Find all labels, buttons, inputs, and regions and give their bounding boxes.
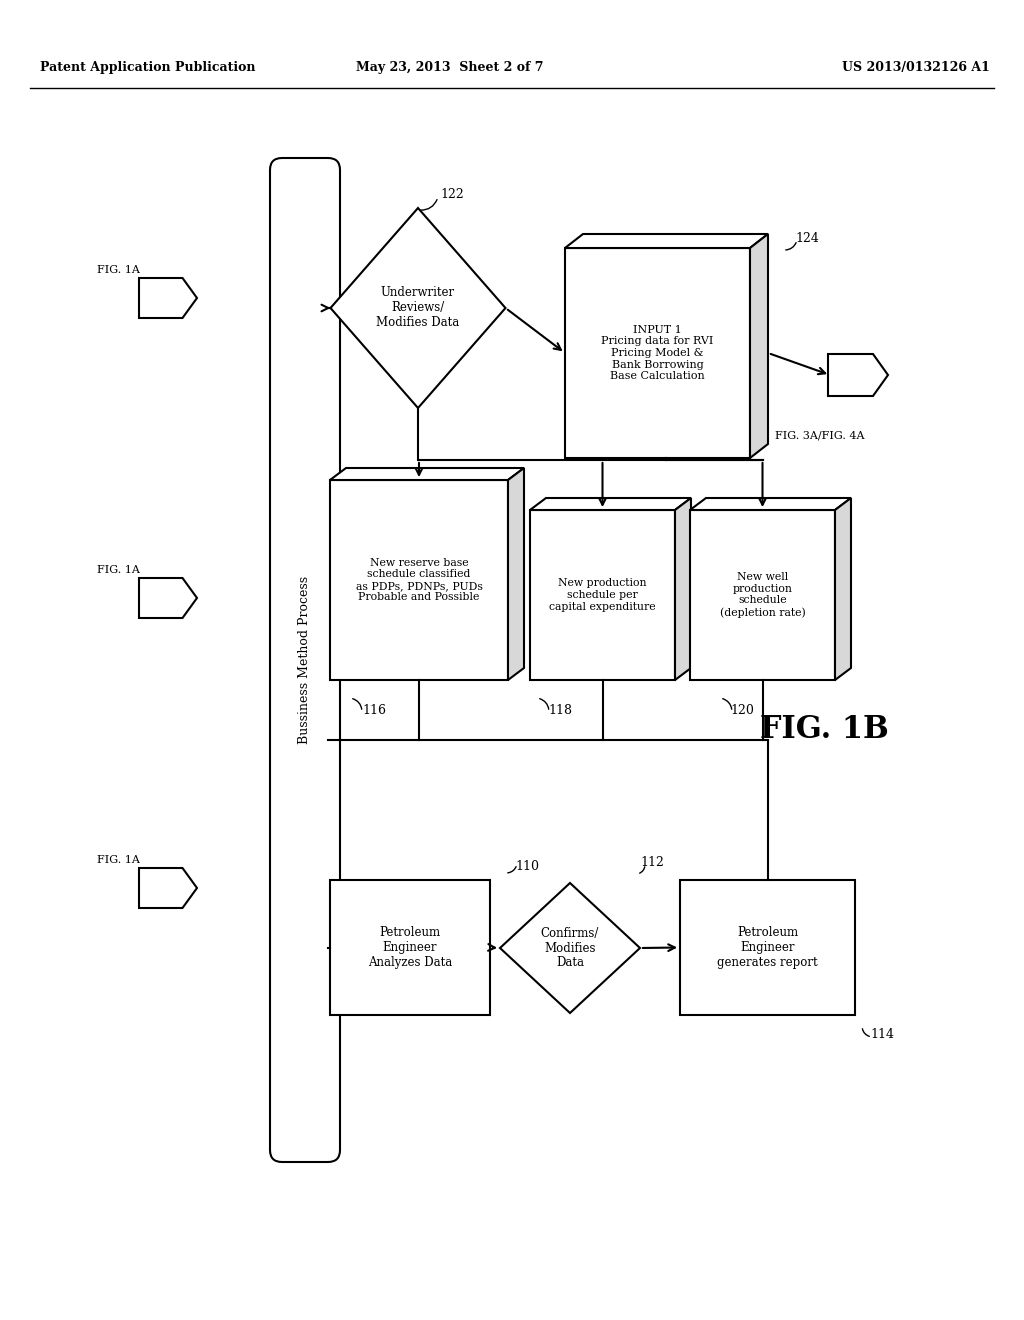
Text: Petroleum
Engineer
Analyzes Data: Petroleum Engineer Analyzes Data <box>368 927 453 969</box>
Text: FIG. 1A: FIG. 1A <box>96 265 139 275</box>
Text: Petroleum
Engineer
generates report: Petroleum Engineer generates report <box>717 927 818 969</box>
Text: FIG. 3A/FIG. 4A: FIG. 3A/FIG. 4A <box>775 430 864 440</box>
Polygon shape <box>530 498 691 510</box>
Text: 116: 116 <box>362 704 386 717</box>
Text: FIG. 1B: FIG. 1B <box>760 714 889 746</box>
Polygon shape <box>331 209 506 408</box>
Bar <box>565 248 750 458</box>
Bar <box>680 880 855 1015</box>
Text: Confirms/
Modifies
Data: Confirms/ Modifies Data <box>541 927 599 969</box>
Text: INPUT 1
Pricing data for RVI
Pricing Model &
Bank Borrowing
Base Calculation: INPUT 1 Pricing data for RVI Pricing Mod… <box>601 325 714 381</box>
Text: 124: 124 <box>795 231 819 244</box>
Text: New well
production
schedule
(depletion rate): New well production schedule (depletion … <box>720 573 805 618</box>
Text: Bussiness Method Process: Bussiness Method Process <box>299 576 311 744</box>
Polygon shape <box>750 234 768 458</box>
Text: FIG. 1A: FIG. 1A <box>96 565 139 576</box>
Text: 118: 118 <box>548 704 572 717</box>
Text: New production
schedule per
capital expenditure: New production schedule per capital expe… <box>549 578 655 611</box>
Text: FIG. 1A: FIG. 1A <box>96 855 139 865</box>
Text: 120: 120 <box>730 704 754 717</box>
Text: 122: 122 <box>440 189 464 202</box>
Polygon shape <box>139 279 197 318</box>
Text: 114: 114 <box>870 1028 894 1041</box>
Polygon shape <box>675 498 691 680</box>
Polygon shape <box>139 869 197 908</box>
Polygon shape <box>828 354 888 396</box>
Text: Underwriter
Reviews/
Modifies Data: Underwriter Reviews/ Modifies Data <box>377 286 460 330</box>
Bar <box>690 510 835 680</box>
Text: May 23, 2013  Sheet 2 of 7: May 23, 2013 Sheet 2 of 7 <box>356 62 544 74</box>
Polygon shape <box>508 469 524 680</box>
Bar <box>530 510 675 680</box>
Text: US 2013/0132126 A1: US 2013/0132126 A1 <box>842 62 990 74</box>
Polygon shape <box>330 469 524 480</box>
Polygon shape <box>835 498 851 680</box>
Bar <box>330 880 490 1015</box>
Polygon shape <box>565 234 768 248</box>
Bar <box>330 480 508 680</box>
Text: 110: 110 <box>515 859 539 873</box>
Text: New reserve base
schedule classified
as PDPs, PDNPs, PUDs
Probable and Possible: New reserve base schedule classified as … <box>355 557 482 602</box>
Text: Patent Application Publication: Patent Application Publication <box>40 62 256 74</box>
Polygon shape <box>139 578 197 618</box>
Polygon shape <box>500 883 640 1012</box>
Polygon shape <box>690 498 851 510</box>
Text: 112: 112 <box>640 855 664 869</box>
FancyBboxPatch shape <box>270 158 340 1162</box>
